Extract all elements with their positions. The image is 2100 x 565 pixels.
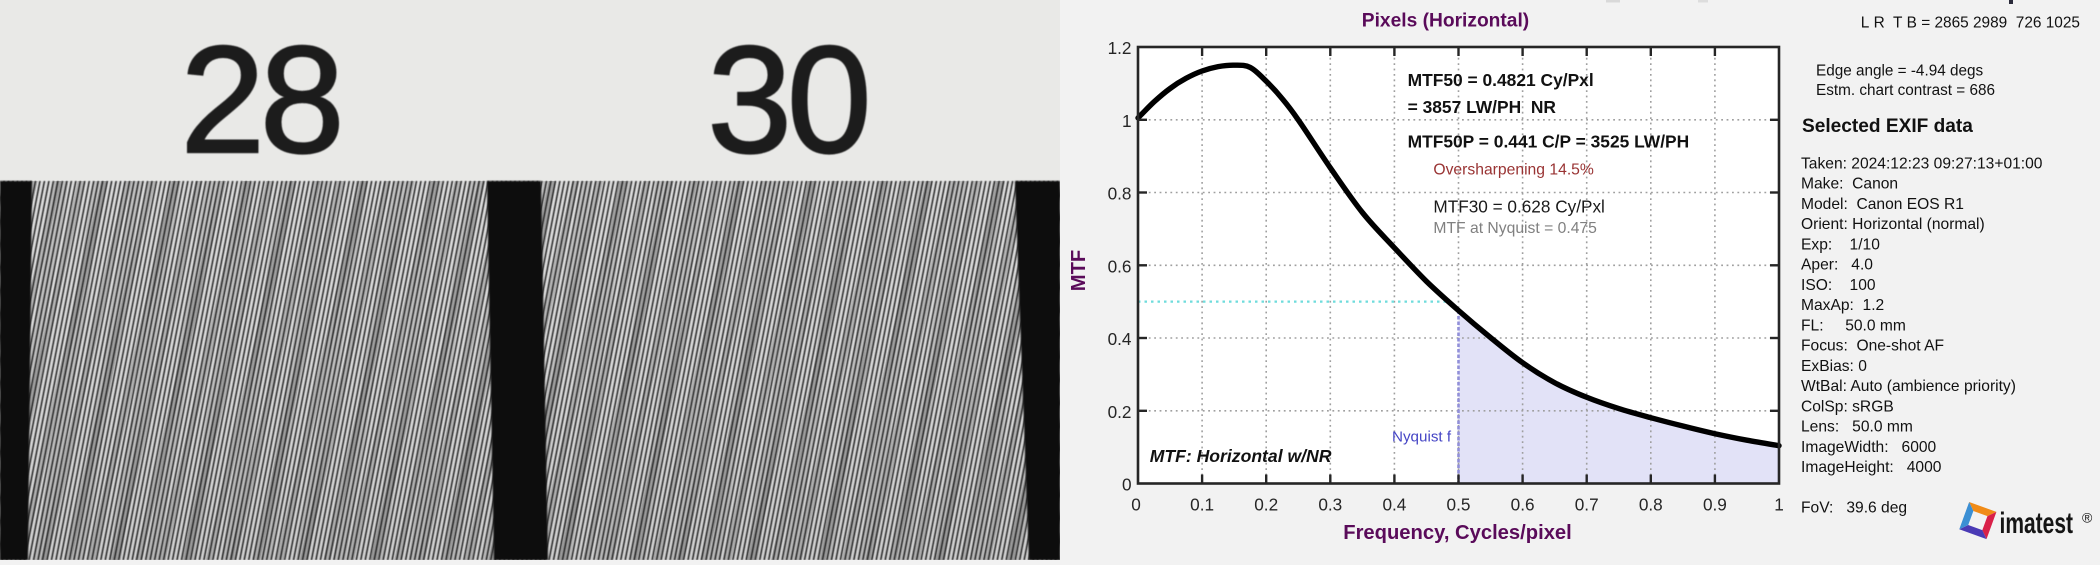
svg-text:0.7: 0.7 [1575,495,1599,515]
svg-text:Orient: Horizontal (normal): Orient: Horizontal (normal) [1801,216,1985,233]
svg-text:ISO: 100: ISO: 100 [1801,277,1876,294]
svg-text:Oversharpening 14.5%: Oversharpening 14.5% [1433,162,1594,179]
svg-text:Frequency, Cycles/pixel: Frequency, Cycles/pixel [1343,522,1572,544]
svg-text:1: 1 [1122,111,1132,131]
svg-text:30: 30 [707,15,866,185]
svg-text:Make: Canon: Make: Canon [1801,176,1898,193]
svg-text:0.6: 0.6 [1108,256,1132,276]
svg-text:0.6: 0.6 [1511,495,1535,515]
svg-text:= 3857 LW/PH NR: = 3857 LW/PH NR [1408,97,1557,117]
svg-text:0.2: 0.2 [1108,402,1132,422]
svg-text:0.8: 0.8 [1639,495,1663,515]
svg-text:WtBal: Auto (ambience priority: WtBal: Auto (ambience priority) [1801,378,2016,395]
svg-text:0.1: 0.1 [1190,495,1214,515]
svg-text:MTF: MTF [1068,250,1090,291]
svg-text:0.5: 0.5 [1447,495,1471,515]
svg-text:Pixels (Horizontal): Pixels (Horizontal) [1362,10,1529,31]
svg-text:ImageHeight: 4000: ImageHeight: 4000 [1801,459,1942,476]
svg-text:MTF at Nyquist = 0.475: MTF at Nyquist = 0.475 [1433,220,1597,237]
svg-text:1.2: 1.2 [1108,38,1132,58]
svg-text:imatest: imatest [2000,508,2074,540]
svg-text:MaxAp: 1.2: MaxAp: 1.2 [1801,297,1884,314]
svg-text:0.4: 0.4 [1108,329,1132,349]
svg-text:1: 1 [1774,495,1784,515]
svg-text:Taken: 2024:12:23 09:27:13+01:: Taken: 2024:12:23 09:27:13+01:00 [1801,156,2043,173]
svg-text:0.2: 0.2 [1254,495,1278,515]
svg-text:ColSp: sRGB: ColSp: sRGB [1801,398,1894,415]
svg-text:ExBias: 0: ExBias: 0 [1801,358,1867,375]
svg-text:Edge angle = -4.94 degs: Edge angle = -4.94 degs [1816,63,1983,80]
svg-text:FL: 50.0 mm: FL: 50.0 mm [1801,317,1906,334]
svg-text:ImageWidth: 6000: ImageWidth: 6000 [1801,439,1937,456]
svg-text:0.9: 0.9 [1703,495,1727,515]
svg-text:0.3: 0.3 [1318,495,1342,515]
svg-text:®: ® [2082,510,2093,526]
svg-text:28: 28 [180,15,339,185]
svg-text:Focus: One-shot AF: Focus: One-shot AF [1801,338,1944,355]
svg-text:MTF: Horizontal w/NR: MTF: Horizontal w/NR [1150,446,1332,466]
svg-text:Aper: 4.0: Aper: 4.0 [1801,257,1873,274]
svg-text:0: 0 [1131,495,1141,515]
svg-text:0.8: 0.8 [1108,184,1132,204]
svg-text:L R T B = 2865 2989 726 1025: L R T B = 2865 2989 726 1025 [1861,14,2080,31]
svg-text:0.4: 0.4 [1382,495,1406,515]
svg-text:FoV: 39.6 deg: FoV: 39.6 deg [1801,500,1907,517]
svg-text:Estm. chart contrast = 686: Estm. chart contrast = 686 [1816,82,1995,99]
svg-text:MTF50 = 0.4821 Cy/Pxl: MTF50 = 0.4821 Cy/Pxl [1408,70,1594,90]
svg-text:MTF50P = 0.441 C/P = 3525 LW/P: MTF50P = 0.441 C/P = 3525 LW/PH [1408,131,1690,151]
svg-text:Model: Canon EOS R1: Model: Canon EOS R1 [1801,196,1964,213]
svg-text:Lens: 50.0 mm: Lens: 50.0 mm [1801,419,1913,436]
svg-text:Nyquist f: Nyquist f [1392,429,1452,446]
svg-text:MTF30 = 0.628 Cy/Pxl: MTF30 = 0.628 Cy/Pxl [1433,197,1604,217]
svg-text:Selected EXIF data: Selected EXIF data [1802,116,1973,137]
svg-text:Exp: 1/10: Exp: 1/10 [1801,236,1880,253]
svg-text:0: 0 [1122,475,1132,495]
